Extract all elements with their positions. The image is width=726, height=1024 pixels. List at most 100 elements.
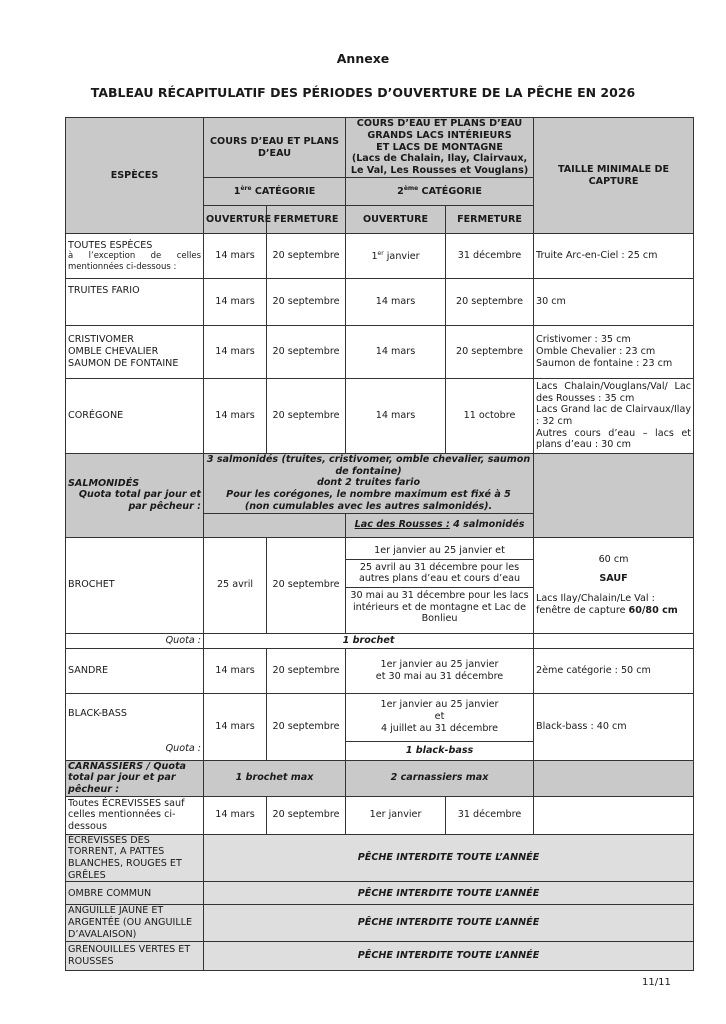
empty-cell [533, 795, 695, 835]
sup: er [377, 249, 384, 257]
open-cat2: 14 mars [345, 325, 447, 379]
table-row: SANDRE 14 mars 20 septembre 1er janvier … [65, 647, 695, 694]
page-title: TABLEAU RÉCAPITULATIF DES PÉRIODES D’OUV… [90, 85, 636, 100]
forbidden-text: PÊCHE INTERDITE TOUTE L’ANNÉE [202, 940, 695, 971]
size-line: Omble Chevalier : 23 cm [536, 346, 656, 358]
species-cell: CORÉGONE [65, 378, 204, 454]
rousses-quota: Lac des Rousses : 4 salmonidés [345, 512, 535, 538]
size-lakes: Lacs Ilay/Chalain/Le Val : fenêtre de ca… [536, 593, 655, 616]
size-line: Saumon de fontaine : 23 cm [536, 357, 673, 369]
salmonides-row: SALMONIDÉS Quota total par jour et par pê… [65, 453, 695, 538]
rousses-value: 4 salmonidés [449, 519, 525, 531]
quota-label: Quota : [165, 743, 201, 755]
carnassiers-cat1: 1 brochet max [202, 759, 347, 797]
close-cat1: 20 septembre [265, 325, 347, 379]
forbidden-text: PÊCHE INTERDITE TOUTE L’ANNÉE [202, 833, 695, 883]
table-row: Toutes ÉCREVISSES sauf celles mentionnée… [65, 795, 695, 835]
header-closing: FERMETURE [445, 205, 535, 234]
period: 1er janvier au 25 janvier [380, 699, 499, 711]
min-size: Lacs Chalain/Vouglans/Val/ Lac des Rouss… [533, 378, 695, 454]
close-cat1: 20 septembre [265, 647, 347, 694]
size-line: Cristivomer : 35 cm [536, 334, 631, 346]
header-cat1: 1ère CATÉGORIE [202, 177, 347, 206]
day: 1 [371, 250, 378, 262]
cat-num: 1 [233, 186, 241, 198]
min-size: 30 cm [533, 278, 695, 326]
cat-sup: ère [240, 185, 252, 193]
salmonides-label: SALMONIDÉS Quota total par jour et par pê… [65, 453, 204, 538]
forbidden-row: ANGUILLE JAUNE ET ARGENTÉE (OU ANGUILLE … [65, 904, 695, 942]
species-cell: SANDRE [65, 647, 204, 694]
month: janvier [383, 250, 420, 262]
group-name: SALMONIDÉS [68, 477, 140, 489]
period: 30 mai au 31 décembre pour les lacs inté… [350, 590, 529, 625]
quota-label: Quota total par jour et par pêcheur : [78, 489, 201, 513]
quota-line: dont 2 truites fario [316, 477, 421, 489]
species-note: à l’exception de celles mentionnées ci-d… [68, 251, 201, 272]
close-cat1: 20 septembre [265, 378, 347, 454]
species-cell: TOUTES ESPÈCES à l’exception de celles me… [65, 233, 204, 279]
header-group2: COURS D’EAU ET PLANS D’EAU GRANDS LACS I… [345, 117, 535, 178]
cat-label: CATÉGORIE [418, 186, 482, 198]
header-opening: OUVERTURE [203, 205, 271, 234]
blackbass-quota: 1 black-bass [345, 740, 535, 761]
close-cat2: 11 octobre [445, 378, 535, 454]
species-name: CRISTIVOMER [68, 334, 134, 346]
close-cat1: 20 septembre [265, 536, 347, 634]
size-except: SAUF [599, 573, 628, 585]
header-group2-line: COURS D’EAU ET PLANS D’EAU [356, 118, 523, 130]
close-cat2: 31 décembre [445, 795, 535, 835]
empty-cell [533, 759, 695, 797]
species-name: TOUTES ESPÈCES [68, 239, 153, 251]
table-row: TOUTES ESPÈCES à l’exception de celles me… [65, 233, 695, 279]
open-cat1: 14 mars [203, 692, 267, 761]
close-cat1: 20 septembre [265, 795, 347, 835]
empty-cell [533, 453, 695, 538]
min-size: Truite Arc-en-Ciel : 25 cm [533, 233, 695, 279]
carnassiers-label: CARNASSIERS / Quota total par jour et pa… [65, 759, 204, 797]
species-name: BLACK-BASS [68, 707, 127, 719]
species-cell: ANGUILLE JAUNE ET ARGENTÉE (OU ANGUILLE … [65, 904, 204, 942]
header-min-size: TAILLE MINIMALE DE CAPTURE [533, 117, 695, 234]
cat-num: 2 [397, 186, 404, 198]
open-cat1: 14 mars [203, 233, 267, 279]
species-cell: ÉCREVISSES DES TORRENT, A PATTES BLANCHE… [65, 833, 204, 883]
quota-line: Pour les corégones, le nombre maximum es… [226, 489, 511, 501]
header-group2-line: GRANDS LACS INTÉRIEURS [367, 129, 512, 141]
open-cat1: 14 mars [203, 378, 267, 454]
open-cat2: 14 mars [345, 378, 447, 454]
close-cat1: 20 septembre [265, 233, 347, 279]
open-cat1: 14 mars [203, 795, 267, 835]
close-cat2: 31 décembre [445, 233, 535, 279]
open-cat1: 14 mars [203, 647, 267, 694]
header-species: ESPÈCES [65, 117, 204, 234]
forbidden-row: OMBRE COMMUN PÊCHE INTERDITE TOUTE L’ANN… [65, 881, 695, 906]
header-closing: FERMETURE [265, 205, 347, 234]
header-group1: COURS D’EAU ET PLANS D’EAU [202, 117, 347, 178]
table-row: TRUITES FARIO 14 mars 20 septembre 14 ma… [65, 278, 695, 326]
quota-line: (non cumulables avec les autres salmonid… [244, 500, 493, 512]
size-line: Autres cours d’eau – lacs et plans d’eau… [536, 427, 692, 451]
annex-heading: Annexe [336, 51, 390, 66]
close-cat2: 20 septembre [445, 325, 535, 379]
period: 25 avril au 31 décembre pour les autres … [346, 560, 534, 589]
species-cell: TRUITES FARIO [65, 278, 204, 326]
min-size: 60 cm SAUF Lacs Ilay/Chalain/Le Val : fe… [533, 536, 695, 634]
open-cat1: 14 mars [203, 278, 267, 326]
fishing-periods-table: ESPÈCES COURS D’EAU ET PLANS D’EAU COURS… [65, 117, 695, 971]
period: 1er janvier au 25 janvier [380, 658, 499, 670]
min-size: 2ème catégorie : 50 cm [533, 647, 695, 694]
open-cat2: 1er janvier [345, 233, 447, 279]
carnassiers-cat2: 2 carnassiers max [345, 759, 535, 797]
min-size: Black-bass : 40 cm [533, 692, 695, 761]
species-cell: GRENOUILLES VERTES ET ROUSSES [65, 940, 204, 971]
forbidden-text: PÊCHE INTERDITE TOUTE L’ANNÉE [202, 904, 695, 942]
period: et [434, 711, 445, 723]
salmonides-quota: 3 salmonidés (truites, cristivomer, ombl… [202, 453, 535, 514]
open-periods-cat2: 1er janvier au 25 janvier et 30 mai au 31… [345, 647, 535, 694]
table-row: BROCHET 25 avril 20 septembre 1er janvie… [65, 536, 695, 634]
table-row: CRISTIVOMER OMBLE CHEVALIER SAUMON DE FONT… [65, 325, 695, 379]
table-row: CORÉGONE 14 mars 20 septembre 14 mars 11… [65, 378, 695, 454]
min-size: Cristivomer : 35 cm Omble Chevalier : 23 … [533, 325, 695, 379]
species-name: SAUMON DE FONTAINE [68, 357, 179, 369]
